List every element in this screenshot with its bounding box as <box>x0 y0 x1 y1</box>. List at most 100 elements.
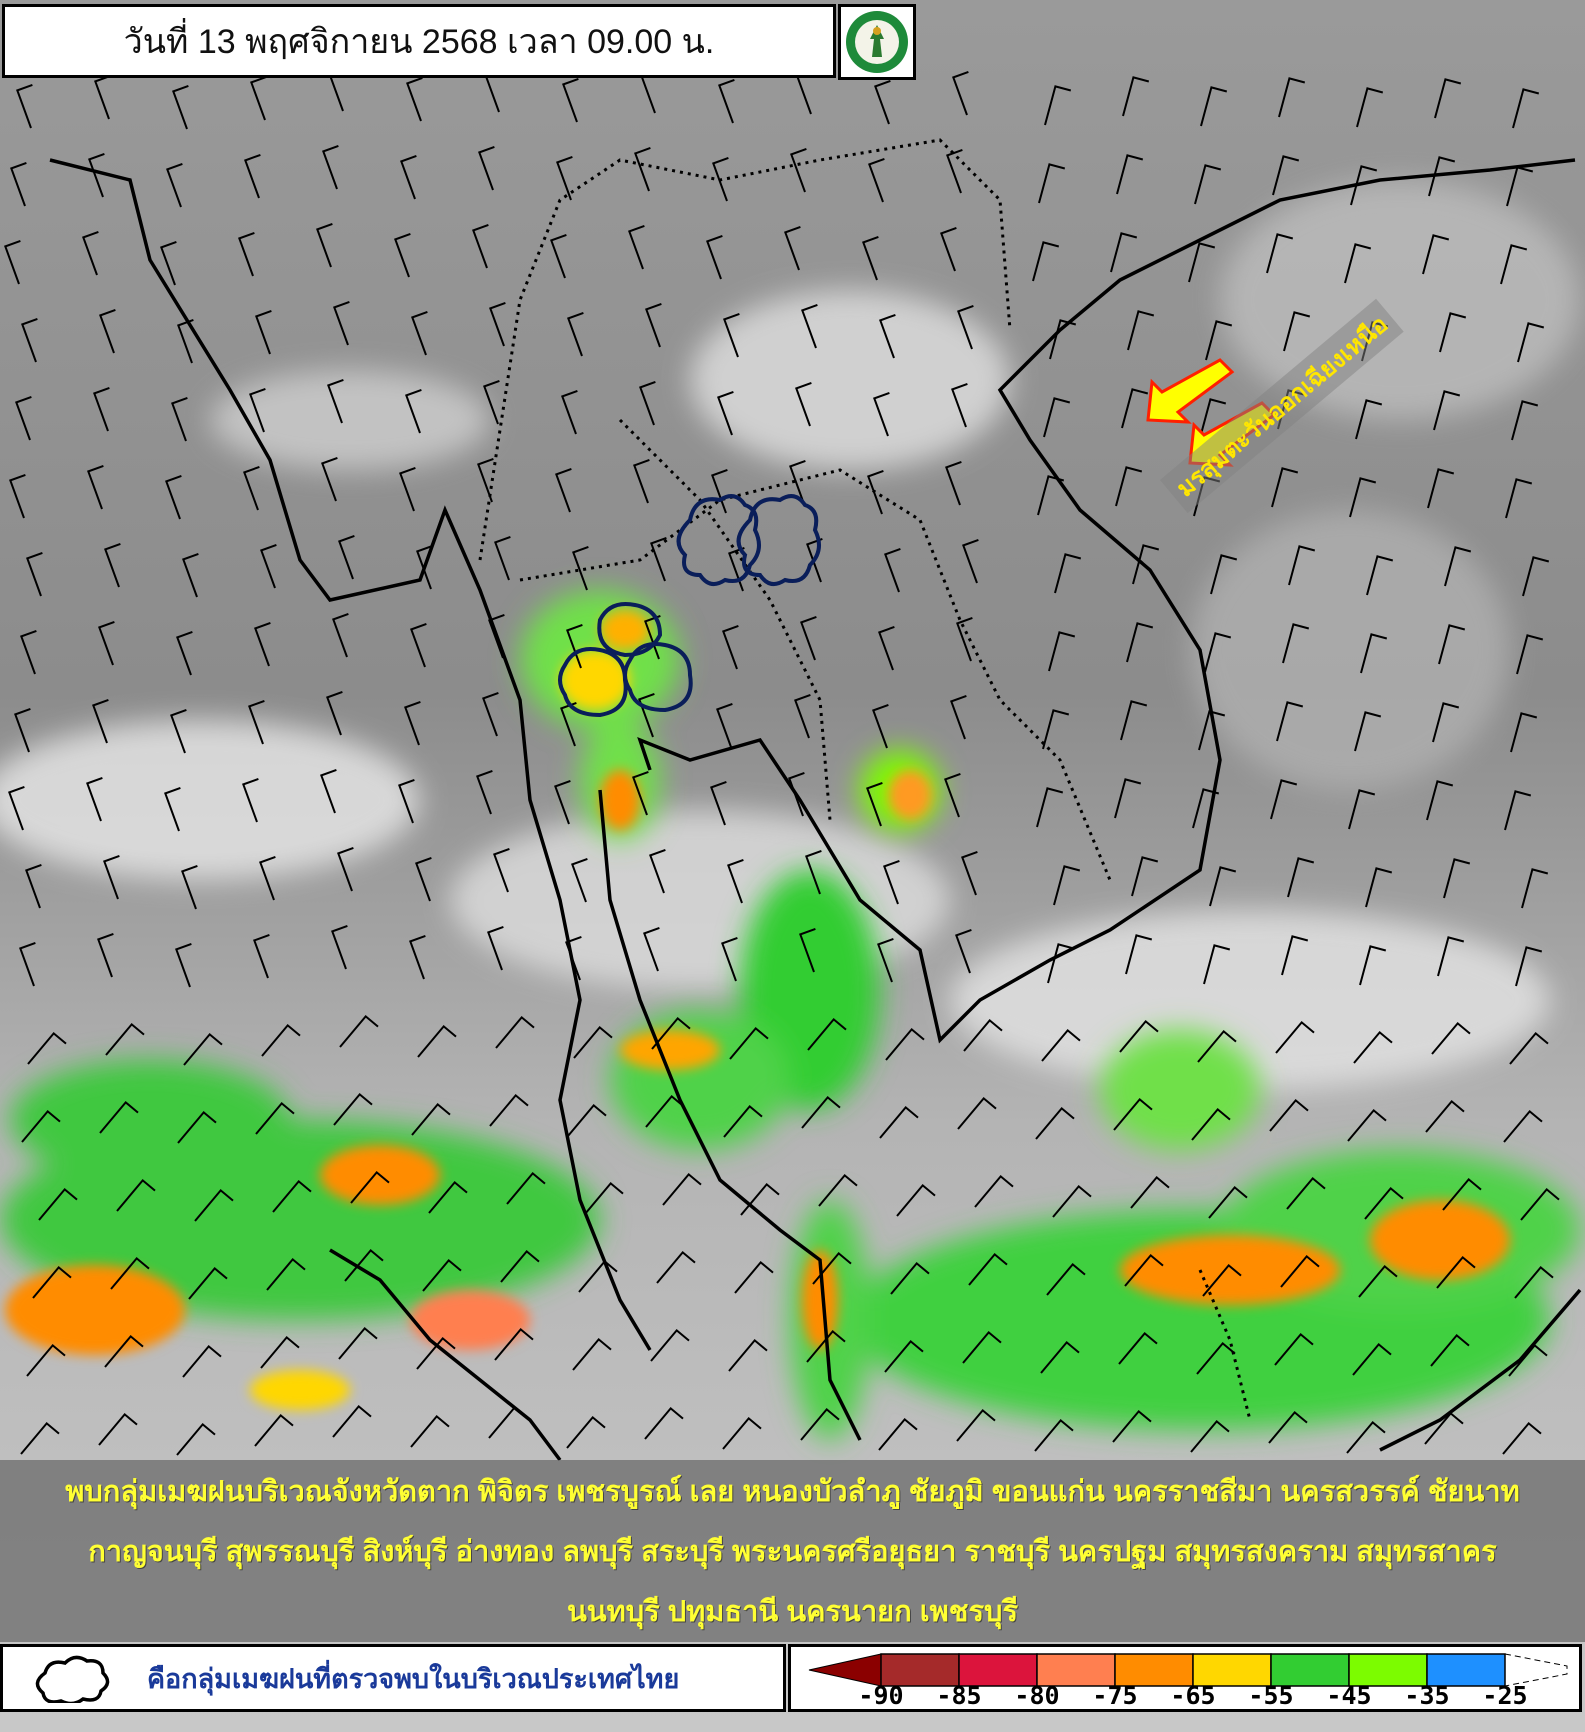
wind-barb <box>1434 78 1462 119</box>
wind-barb <box>650 536 667 582</box>
wind-barb <box>1202 1263 1242 1297</box>
wind-barb <box>495 1015 535 1049</box>
wind-barb <box>1120 700 1148 741</box>
wind-barb <box>183 1032 223 1066</box>
wind-barb <box>182 552 199 598</box>
wind-barb <box>1110 232 1138 273</box>
wind-barb <box>20 1421 60 1455</box>
wind-barb <box>957 304 974 350</box>
wind-barb <box>1130 1175 1170 1209</box>
wind-barb <box>344 1248 384 1282</box>
wind-barb <box>9 473 26 519</box>
wind-barb <box>320 768 337 814</box>
wind-barb <box>253 933 270 979</box>
wind-barb <box>1514 1265 1554 1299</box>
wind-barb <box>706 234 723 280</box>
wind-barb <box>873 391 890 437</box>
wind-barb <box>643 926 660 972</box>
wind-barb <box>554 779 571 825</box>
wind-barb <box>181 864 198 910</box>
info-line: นนทบุรี ปทุมธานี นครนายก เพชรบุรี <box>566 1596 1019 1628</box>
wind-barb <box>1505 478 1533 519</box>
wind-barb <box>1427 468 1455 509</box>
wind-barb <box>175 942 192 988</box>
wind-barb <box>721 936 738 982</box>
wind-barb <box>92 698 109 744</box>
cloud-outline-icon <box>35 1655 110 1703</box>
wind-barb <box>1205 320 1233 361</box>
wind-barb <box>21 1109 61 1143</box>
wind-barb <box>409 934 426 980</box>
wind-barb <box>160 240 177 286</box>
wind-barb <box>1113 1097 1153 1131</box>
wind-barb <box>489 301 506 347</box>
scale-swatch <box>1036 1653 1116 1687</box>
wind-barb <box>728 1338 768 1372</box>
wind-barb <box>1209 866 1237 907</box>
wind-barb <box>896 1183 936 1217</box>
wind-barb <box>250 75 267 121</box>
scale-tick-label: -90 <box>858 1681 904 1710</box>
wind-barb <box>339 1014 379 1048</box>
wind-barb <box>1287 857 1315 898</box>
wind-barb <box>27 1031 67 1065</box>
wind-barb <box>1210 554 1238 595</box>
wind-barb <box>1500 244 1528 285</box>
info-panel: พบกลุ่มเมฆฝนบริเวณจังหวัดตาก พิจิตร เพชร… <box>0 1460 1585 1642</box>
wind-barb <box>717 390 734 436</box>
wind-barb <box>1352 1342 1392 1376</box>
wind-barb <box>26 1343 66 1377</box>
wind-barb <box>1208 1185 1248 1219</box>
wind-barb <box>176 630 193 676</box>
wind-barb <box>633 458 650 504</box>
wind-barb <box>404 700 421 746</box>
wind-barb <box>394 232 411 278</box>
wind-barb <box>1354 711 1382 752</box>
wind-barb <box>883 859 900 905</box>
wind-barb <box>946 148 963 194</box>
wind-barb <box>1432 702 1460 743</box>
wind-barb <box>1191 1107 1231 1141</box>
wind-barb <box>87 464 104 510</box>
wind-barb <box>105 1022 145 1056</box>
wind-barb <box>1119 1019 1159 1053</box>
wind-barb <box>399 466 416 512</box>
wind-barb <box>800 1407 840 1441</box>
wind-barb <box>338 534 355 580</box>
wind-barb <box>333 300 350 346</box>
wind-barb <box>243 465 260 511</box>
wind-barb <box>86 776 103 822</box>
wind-barb <box>406 76 423 122</box>
wind-barb <box>885 1027 925 1061</box>
scale-tick-label: -65 <box>1170 1681 1216 1710</box>
cloud-legend-text: คือกลุ่มเมฆฝนที่ตรวจพบในบริเวณประเทศไทย <box>147 1663 680 1694</box>
wind-barb <box>952 70 969 116</box>
wind-barb <box>1356 87 1384 128</box>
wind-barb <box>1200 86 1228 127</box>
wind-barb <box>172 84 189 130</box>
scale-swatch <box>1426 1653 1506 1687</box>
wind-barb <box>171 396 188 442</box>
wind-barb <box>1280 1254 1320 1288</box>
wind-barb <box>734 1260 774 1294</box>
wind-barb <box>645 302 662 348</box>
wind-barb <box>723 1104 763 1138</box>
wind-barb <box>248 699 265 745</box>
page-title: วันที่ 13 พฤศจิกายน 2568 เวลา 09.00 น. <box>123 23 715 61</box>
wind-barb <box>1358 1264 1398 1298</box>
wind-barb <box>1190 1419 1230 1453</box>
wind-barb <box>1127 310 1155 351</box>
wind-barb <box>428 1180 468 1214</box>
scale-tick-label: -55 <box>1248 1681 1294 1710</box>
wind-barb <box>1426 780 1454 821</box>
wind-barb <box>1043 397 1071 438</box>
wind-barb <box>944 772 961 818</box>
wind-barb <box>1442 1177 1482 1211</box>
wind-barb <box>729 1026 769 1060</box>
wind-barb <box>1122 76 1150 117</box>
rain-cloud-outlines <box>558 494 821 718</box>
wind-barb <box>879 1105 919 1139</box>
wind-barb <box>1433 390 1461 431</box>
wind-barb <box>1359 945 1387 986</box>
